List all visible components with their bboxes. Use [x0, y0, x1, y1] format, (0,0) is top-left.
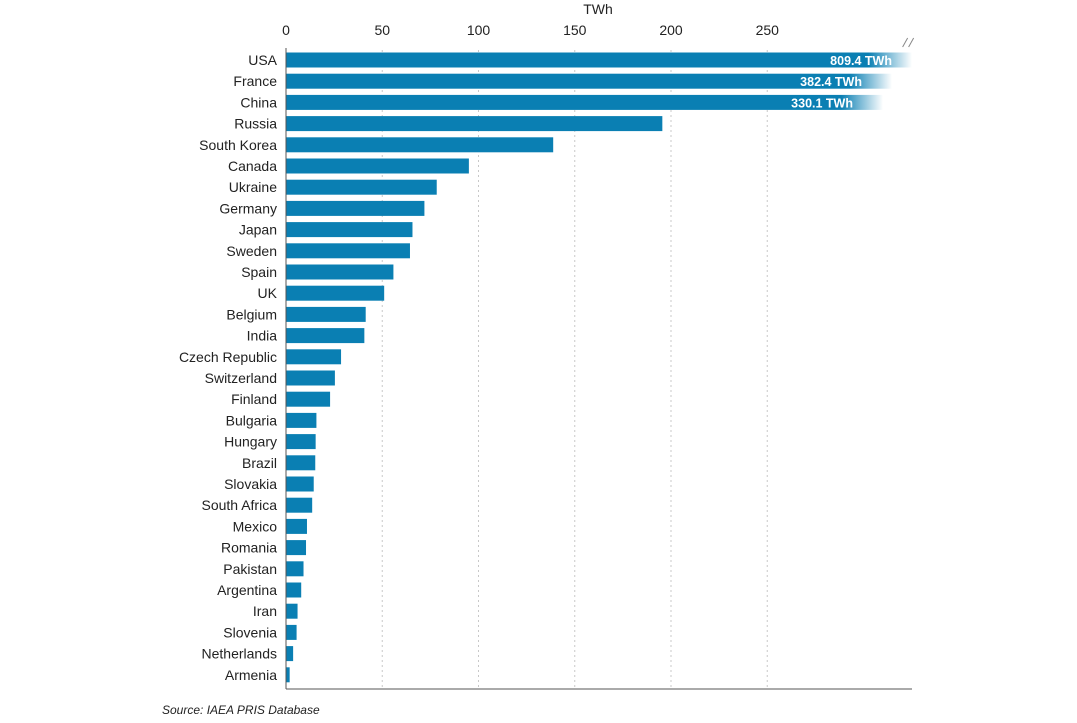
axis-unit-label: TWh [583, 1, 613, 17]
bar [286, 391, 331, 407]
bar [286, 222, 413, 238]
x-tick-label: 100 [467, 22, 491, 38]
bar [286, 264, 394, 280]
category-label: Slovakia [224, 476, 277, 492]
bar [286, 349, 342, 365]
x-tick-label: 200 [659, 22, 683, 38]
category-label: Ukraine [229, 179, 277, 195]
category-label: Argentina [217, 582, 277, 598]
category-label: UK [258, 285, 278, 301]
category-label: France [233, 73, 277, 89]
category-label: South Korea [199, 137, 277, 153]
category-label: Spain [241, 264, 277, 280]
category-label: Czech Republic [179, 349, 277, 365]
category-label: Hungary [224, 434, 277, 450]
category-label: Canada [228, 158, 277, 174]
axis-break-mark [908, 37, 915, 48]
bar [286, 412, 317, 428]
category-label: Russia [234, 116, 277, 132]
bar [286, 603, 298, 619]
data-label: 330.1 TWh [791, 96, 853, 110]
bar [286, 540, 307, 556]
category-label: India [247, 328, 278, 344]
category-label: Romania [221, 540, 277, 556]
x-tick-label: 250 [756, 22, 780, 38]
x-tick-label: 0 [282, 22, 290, 38]
bar [286, 52, 912, 68]
category-label: Slovenia [223, 624, 277, 640]
bar [286, 370, 335, 386]
bar [286, 200, 425, 216]
bar [286, 624, 297, 640]
category-label: China [240, 94, 277, 110]
category-label: Bulgaria [226, 412, 278, 428]
bar [286, 137, 554, 153]
category-label: Iran [253, 603, 277, 619]
category-label: Armenia [225, 667, 277, 683]
bar [286, 73, 892, 89]
data-label: 809.4 TWh [830, 54, 892, 68]
category-label: Japan [239, 222, 277, 238]
bar [286, 434, 316, 450]
bar [286, 667, 290, 683]
bar [286, 94, 883, 110]
axis-break-mark [902, 37, 909, 48]
category-label: USA [248, 52, 277, 68]
category-label: Sweden [226, 243, 277, 259]
bar [286, 646, 294, 662]
bar [286, 518, 307, 534]
category-label: South Africa [202, 497, 278, 513]
data-label: 382.4 TWh [800, 75, 862, 89]
category-label: Brazil [242, 455, 277, 471]
category-label: Mexico [233, 518, 278, 534]
category-label: Pakistan [223, 561, 277, 577]
x-tick-label: 50 [374, 22, 390, 38]
category-label: Finland [231, 391, 277, 407]
source-note: Source: IAEA PRIS Database [162, 703, 320, 717]
bar [286, 497, 313, 513]
bar [286, 561, 304, 577]
category-label: Germany [219, 200, 277, 216]
bar [286, 328, 365, 344]
bar [286, 455, 316, 471]
bar [286, 179, 437, 195]
bar [286, 243, 410, 259]
bar [286, 306, 366, 322]
category-label: Belgium [226, 306, 277, 322]
bar [286, 582, 302, 598]
category-label: Netherlands [202, 646, 278, 662]
bar [286, 116, 663, 132]
bar [286, 285, 385, 301]
x-tick-label: 150 [563, 22, 587, 38]
bar [286, 476, 314, 492]
category-label: Switzerland [205, 370, 277, 386]
bar [286, 158, 469, 174]
